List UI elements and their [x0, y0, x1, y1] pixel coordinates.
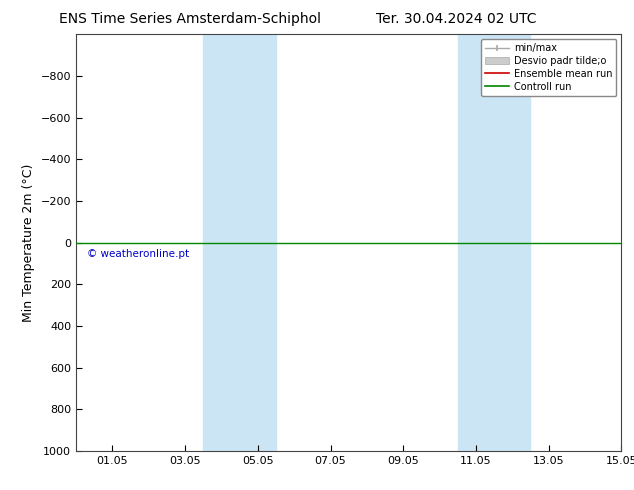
Text: Ter. 30.04.2024 02 UTC: Ter. 30.04.2024 02 UTC — [376, 12, 537, 26]
Bar — [204, 34, 276, 451]
Text: ENS Time Series Amsterdam-Schiphol: ENS Time Series Amsterdam-Schiphol — [59, 12, 321, 26]
Text: © weatheronline.pt: © weatheronline.pt — [87, 249, 189, 259]
Legend: min/max, Desvio padr tilde;o, Ensemble mean run, Controll run: min/max, Desvio padr tilde;o, Ensemble m… — [481, 39, 616, 96]
Y-axis label: Min Temperature 2m (°C): Min Temperature 2m (°C) — [22, 163, 35, 322]
Bar — [458, 34, 531, 451]
